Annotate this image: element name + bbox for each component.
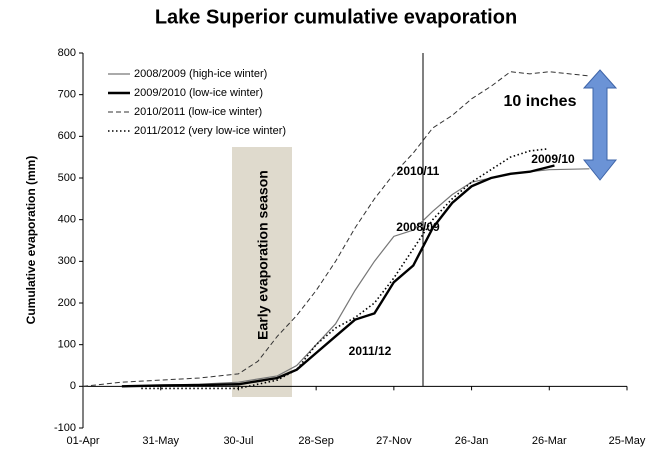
x-tick-label: 30-Jul <box>223 435 253 447</box>
y-tick-label: 700 <box>58 89 76 101</box>
y-tick-label: 0 <box>70 380 76 392</box>
y-tick-label: 100 <box>58 339 76 351</box>
annotation: 2009/10 <box>531 152 575 166</box>
annotation: 2008/09 <box>396 220 440 234</box>
legend-label: 2010/2011 (low-ice winter) <box>134 106 262 118</box>
y-tick-label: 400 <box>58 214 76 226</box>
y-tick-label: 800 <box>58 47 76 59</box>
y-tick-label: -100 <box>54 422 76 434</box>
annotation: 2010/11 <box>397 164 440 178</box>
x-tick-label: 28-Sep <box>298 435 333 447</box>
range-arrow <box>582 69 618 181</box>
legend-label: 2011/2012 (very low-ice winter) <box>134 125 286 137</box>
x-tick-label: 26-Mar <box>532 435 567 447</box>
chart-title: Lake Superior cumulative evaporation <box>155 6 517 28</box>
y-tick-label: 600 <box>58 130 76 142</box>
annotation: Early evaporation season <box>255 170 271 340</box>
x-tick-label: 25-May <box>609 435 646 447</box>
annotation: 10 inches <box>504 93 577 110</box>
x-tick-label: 26-Jan <box>455 435 489 447</box>
x-tick-label: 01-Apr <box>66 435 99 447</box>
series-line <box>141 148 549 390</box>
legend-label: 2008/2009 (high-ice winter) <box>134 68 267 80</box>
y-tick-label: 200 <box>58 297 76 309</box>
y-tick-label: 500 <box>58 172 76 184</box>
series-line <box>121 164 555 388</box>
series-line <box>82 71 590 387</box>
annotation: 2011/12 <box>349 344 392 358</box>
y-axis-label: Cumulative evaporation (mm) <box>24 156 38 325</box>
x-tick-label: 31-May <box>142 435 179 447</box>
series-line <box>121 168 590 387</box>
legend-label: 2009/2010 (low-ice winter) <box>134 87 263 99</box>
x-tick-label: 27-Nov <box>376 435 412 447</box>
y-tick-label: 300 <box>58 255 76 267</box>
